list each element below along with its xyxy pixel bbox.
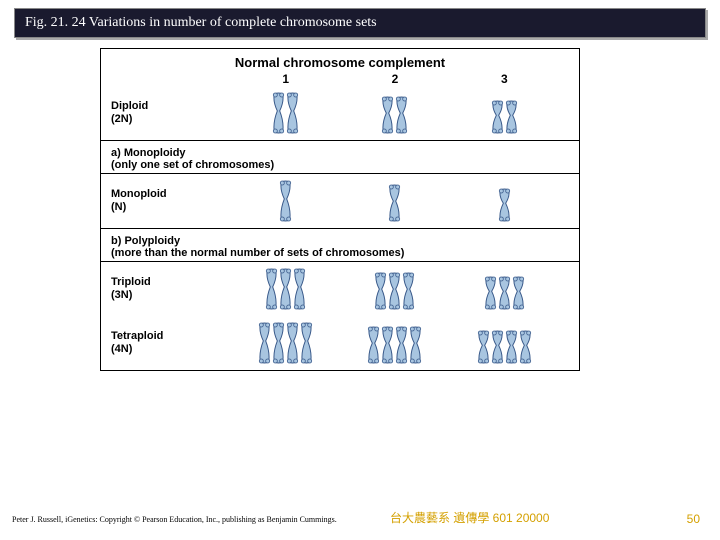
chrom-cells — [231, 268, 579, 310]
chromosome-icon — [367, 326, 380, 364]
chromosome-icon — [505, 330, 518, 364]
row-label: Tetraploid(4N) — [101, 330, 231, 356]
chromosome-icon — [395, 96, 408, 134]
section-a-tag: a) — [111, 147, 121, 159]
chrom-cell — [340, 180, 449, 222]
row-label: Diploid(2N) — [101, 100, 231, 126]
column-headers: 1 2 3 — [101, 72, 579, 86]
rows-normal: Diploid(2N) — [101, 86, 579, 140]
chrom-cell — [450, 92, 559, 134]
chromosome-icon — [512, 276, 525, 310]
chromosome-icon — [409, 326, 422, 364]
chromosome-icon — [279, 180, 292, 222]
ploidy-row: Diploid(2N) — [101, 86, 579, 140]
page-number: 50 — [687, 512, 700, 526]
chrom-cell — [340, 268, 449, 310]
chromosome-icon — [300, 322, 313, 364]
section-a-title: Monoploidy — [124, 147, 186, 159]
chrom-cell — [450, 268, 559, 310]
chrom-cell — [231, 322, 340, 364]
chromosome-icon — [279, 268, 292, 310]
chromosome-icon — [381, 326, 394, 364]
chromosome-icon — [477, 330, 490, 364]
chromosome-icon — [286, 322, 299, 364]
chromosome-icon — [258, 322, 271, 364]
title-bar: Fig. 21. 24 Variations in number of comp… — [14, 8, 706, 38]
chrom-cells — [231, 322, 579, 364]
chromosome-icon — [395, 326, 408, 364]
chrom-cells — [231, 92, 579, 134]
chromosome-icon — [381, 96, 394, 134]
chrom-cell — [450, 180, 559, 222]
row-label: Monoploid(N) — [101, 188, 231, 214]
figure-header: Normal chromosome complement — [101, 49, 579, 72]
chrom-cell — [231, 92, 340, 134]
section-b-subtitle: (more than the normal number of sets of … — [111, 247, 404, 259]
chromosome-icon — [388, 272, 401, 310]
figure-title: Fig. 21. 24 Variations in number of comp… — [25, 15, 377, 31]
chromosome-icon — [498, 276, 511, 310]
chrom-cells — [231, 180, 579, 222]
section-b-label: b) Polyploidy (more than the normal numb… — [101, 229, 579, 261]
figure-panel: Normal chromosome complement 1 2 3 Diplo… — [100, 48, 580, 371]
chrom-cell — [231, 180, 340, 222]
chromosome-icon — [484, 276, 497, 310]
chromosome-icon — [402, 272, 415, 310]
chromosome-icon — [286, 92, 299, 134]
chromosome-icon — [272, 322, 285, 364]
chromosome-icon — [498, 188, 511, 222]
ploidy-row: Triploid(3N) — [101, 262, 579, 316]
ploidy-row: Tetraploid(4N) — [101, 316, 579, 370]
section-a-subtitle: (only one set of chromosomes) — [111, 159, 274, 171]
rows-polyploid: Triploid(3N) — [101, 262, 579, 370]
col-header-1: 1 — [231, 72, 340, 86]
chromosome-icon — [491, 100, 504, 134]
footer-center: 台大農藝系 遺傳學 601 20000 — [390, 509, 549, 526]
chromosome-icon — [519, 330, 532, 364]
chromosome-icon — [293, 268, 306, 310]
chromosome-icon — [491, 330, 504, 364]
col-header-2: 2 — [340, 72, 449, 86]
chromosome-icon — [388, 184, 401, 222]
credit-line: Peter J. Russell, iGenetics: Copyright ©… — [12, 515, 337, 524]
chrom-cell — [450, 322, 559, 364]
chromosome-icon — [265, 268, 278, 310]
section-b-title: Polyploidy — [124, 235, 180, 247]
chromosome-icon — [272, 92, 285, 134]
rows-monoploid: Monoploid(N) — [101, 174, 579, 228]
chrom-cell — [231, 268, 340, 310]
section-a-label: a) Monoploidy (only one set of chromosom… — [101, 141, 579, 173]
section-b-tag: b) — [111, 235, 121, 247]
chrom-cell — [340, 92, 449, 134]
col-header-3: 3 — [450, 72, 559, 86]
chromosome-icon — [374, 272, 387, 310]
chrom-cell — [340, 322, 449, 364]
ploidy-row: Monoploid(N) — [101, 174, 579, 228]
chromosome-icon — [505, 100, 518, 134]
row-label: Triploid(3N) — [101, 276, 231, 302]
